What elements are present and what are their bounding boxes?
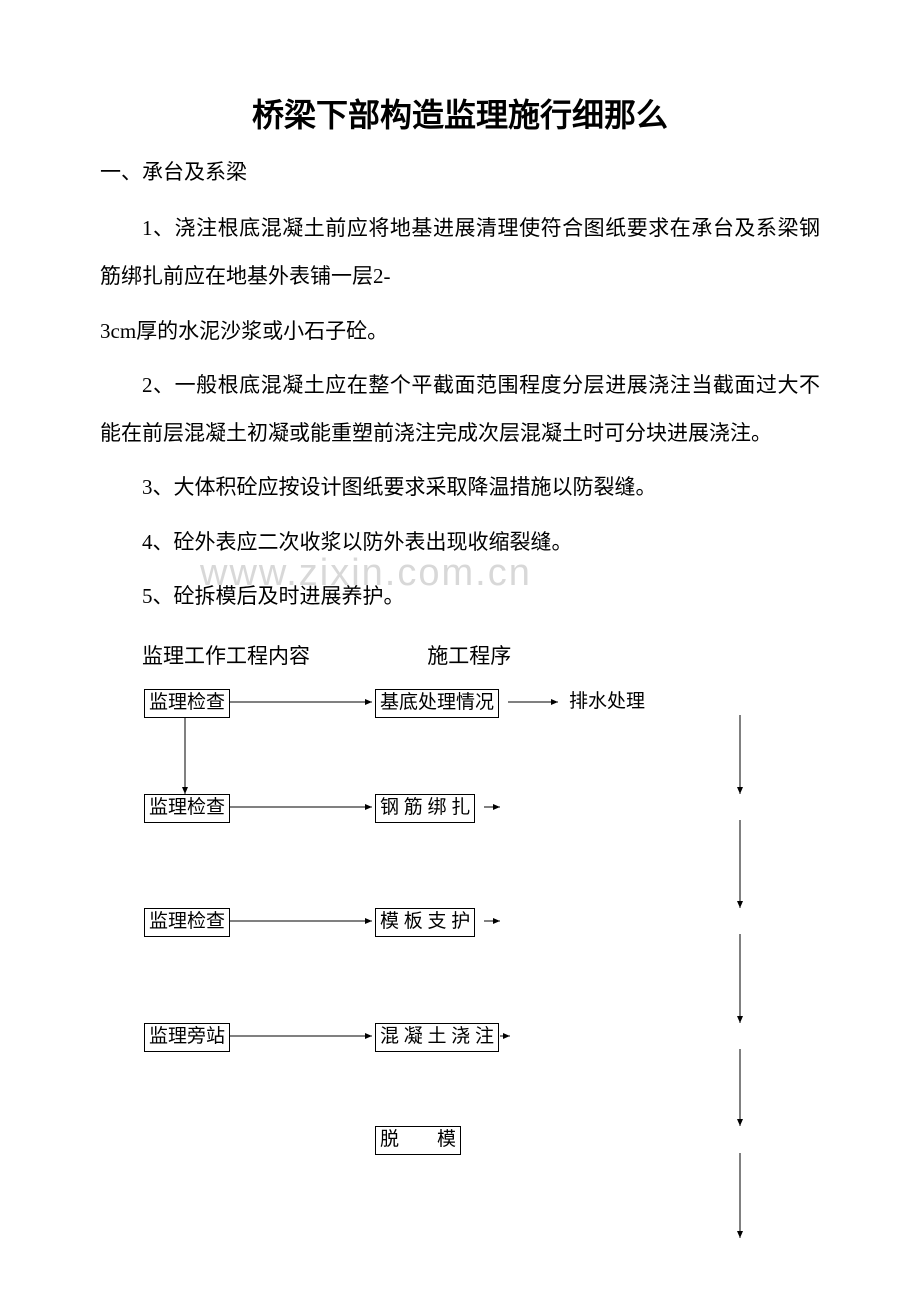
box-step-2: 钢 筋 绑 扎	[375, 794, 475, 823]
paragraph-5: 5、砼拆模后及时进展养护。	[100, 572, 820, 620]
box-step-1b: 排水处理	[565, 689, 649, 716]
flowchart-headers: 监理工作工程内容 施工程序	[100, 640, 820, 670]
header-right: 施工程序	[427, 644, 511, 668]
box-step-5: 脱 模	[375, 1126, 461, 1155]
flowchart-container: 监理检查 监理检查 监理检查 监理旁站 基底处理情况 钢 筋 绑 扎 模 板 支…	[100, 688, 820, 1248]
box-supervise-1: 监理检查	[144, 689, 230, 718]
document-title: 桥梁下部构造监理施行细那么	[100, 90, 820, 136]
box-supervise-2: 监理检查	[144, 794, 230, 823]
paragraph-1a: 1、浇注根底混凝土前应将地基进展清理使符合图纸要求在承台及系梁钢筋绑扎前应在地基…	[100, 204, 820, 301]
paragraph-1b: 3cm厚的水泥沙浆或小石子砼。	[100, 307, 820, 355]
flowchart-arrows	[100, 688, 820, 1248]
section-heading: 一、承台及系梁	[100, 156, 820, 186]
box-step-1: 基底处理情况	[375, 689, 499, 718]
box-step-3: 模 板 支 护	[375, 908, 475, 937]
paragraph-4: 4、砼外表应二次收浆以防外表出现收缩裂缝。	[100, 518, 820, 566]
document-content: 桥梁下部构造监理施行细那么 一、承台及系梁 1、浇注根底混凝土前应将地基进展清理…	[100, 90, 820, 1248]
box-supervise-3: 监理检查	[144, 908, 230, 937]
header-left: 监理工作工程内容	[142, 640, 422, 670]
box-supervise-4: 监理旁站	[144, 1023, 230, 1052]
paragraph-3: 3、大体积砼应按设计图纸要求采取降温措施以防裂缝。	[100, 463, 820, 511]
paragraph-2: 2、一般根底混凝土应在整个平截面范围程度分层进展浇注当截面过大不能在前层混凝土初…	[100, 361, 820, 458]
box-step-4: 混 凝 土 浇 注	[375, 1023, 499, 1052]
